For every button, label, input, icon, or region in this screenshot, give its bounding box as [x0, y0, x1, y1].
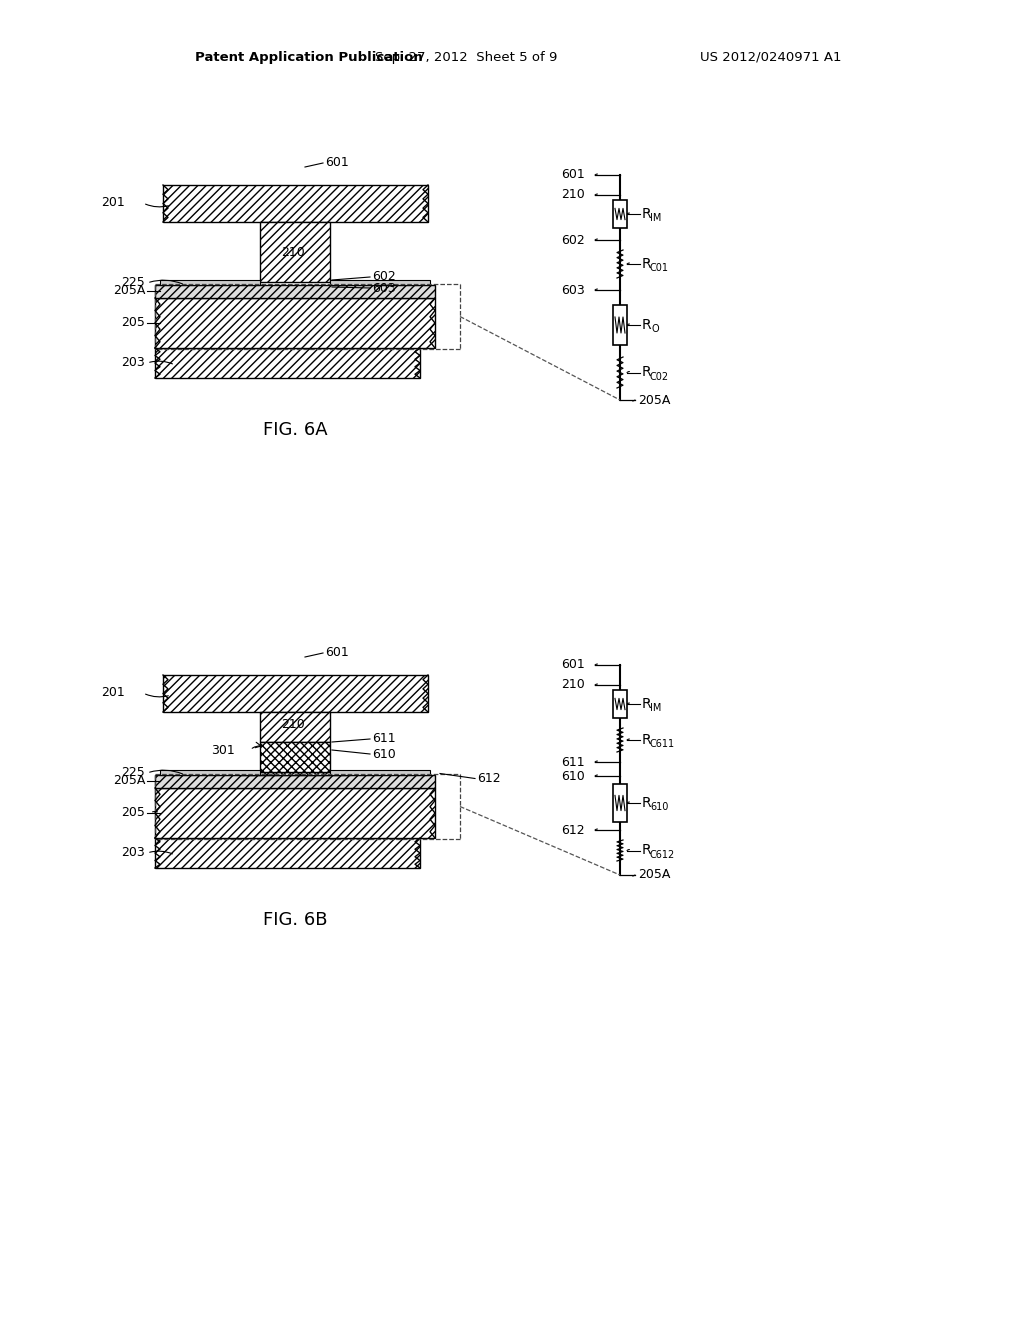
- Text: 210: 210: [561, 678, 585, 692]
- Text: FIG. 6B: FIG. 6B: [263, 911, 328, 929]
- Text: Patent Application Publication: Patent Application Publication: [195, 50, 423, 63]
- Bar: [160, 280, 260, 285]
- Text: 205: 205: [121, 317, 145, 330]
- Text: 205A: 205A: [113, 775, 145, 788]
- Text: R: R: [642, 257, 651, 271]
- Bar: [330, 280, 430, 285]
- Text: 612: 612: [561, 824, 585, 837]
- Text: IM: IM: [650, 704, 662, 713]
- Text: FIG. 6A: FIG. 6A: [263, 421, 328, 440]
- Text: 601: 601: [325, 647, 349, 660]
- Text: 602: 602: [561, 234, 585, 247]
- Bar: [160, 770, 260, 775]
- Text: 205A: 205A: [638, 869, 671, 882]
- Bar: [163, 675, 428, 711]
- Bar: [155, 348, 420, 378]
- Text: 601: 601: [325, 157, 349, 169]
- Text: 602: 602: [372, 271, 395, 284]
- Text: 201: 201: [101, 686, 125, 700]
- Bar: [155, 285, 435, 298]
- Bar: [330, 770, 430, 775]
- Text: 610: 610: [650, 803, 669, 812]
- Bar: [260, 711, 330, 742]
- Text: R: R: [642, 697, 651, 711]
- Text: 611: 611: [561, 755, 585, 768]
- Text: O: O: [651, 323, 658, 334]
- Bar: [613, 305, 627, 345]
- Text: 203: 203: [121, 356, 145, 370]
- Text: 610: 610: [372, 747, 395, 760]
- Bar: [613, 690, 627, 718]
- Text: 611: 611: [372, 733, 395, 746]
- Bar: [260, 742, 330, 772]
- Text: R: R: [642, 796, 651, 810]
- Text: C611: C611: [650, 739, 675, 748]
- Text: 225: 225: [121, 276, 145, 289]
- Bar: [155, 298, 435, 348]
- Text: 612: 612: [477, 772, 501, 785]
- Text: 603: 603: [561, 284, 585, 297]
- Text: R: R: [642, 207, 651, 220]
- Text: 205A: 205A: [638, 393, 671, 407]
- Text: C01: C01: [650, 263, 669, 273]
- Bar: [155, 838, 420, 869]
- Text: 210: 210: [282, 246, 305, 259]
- Text: R: R: [642, 733, 651, 747]
- Text: R: R: [642, 318, 651, 333]
- Text: R: R: [642, 366, 651, 380]
- Text: 225: 225: [121, 767, 145, 780]
- Text: 610: 610: [561, 770, 585, 783]
- Bar: [155, 775, 435, 788]
- Text: C02: C02: [650, 371, 669, 381]
- Bar: [260, 222, 330, 282]
- Bar: [155, 788, 435, 838]
- Text: 601: 601: [561, 169, 585, 181]
- Text: 603: 603: [372, 281, 395, 294]
- Bar: [613, 201, 627, 228]
- Text: IM: IM: [650, 213, 662, 223]
- Text: 301: 301: [211, 743, 234, 756]
- Text: 205A: 205A: [113, 285, 145, 297]
- Text: C612: C612: [650, 850, 675, 859]
- Text: Sep. 27, 2012  Sheet 5 of 9: Sep. 27, 2012 Sheet 5 of 9: [375, 50, 557, 63]
- Text: 601: 601: [561, 659, 585, 672]
- Bar: [613, 784, 627, 822]
- Text: 201: 201: [101, 197, 125, 210]
- Text: 203: 203: [121, 846, 145, 859]
- Text: 210: 210: [282, 718, 305, 730]
- Bar: [163, 185, 428, 222]
- Text: R: R: [642, 843, 651, 858]
- Text: 205: 205: [121, 807, 145, 820]
- Bar: [240, 772, 350, 775]
- Text: US 2012/0240971 A1: US 2012/0240971 A1: [700, 50, 842, 63]
- Text: 210: 210: [561, 189, 585, 202]
